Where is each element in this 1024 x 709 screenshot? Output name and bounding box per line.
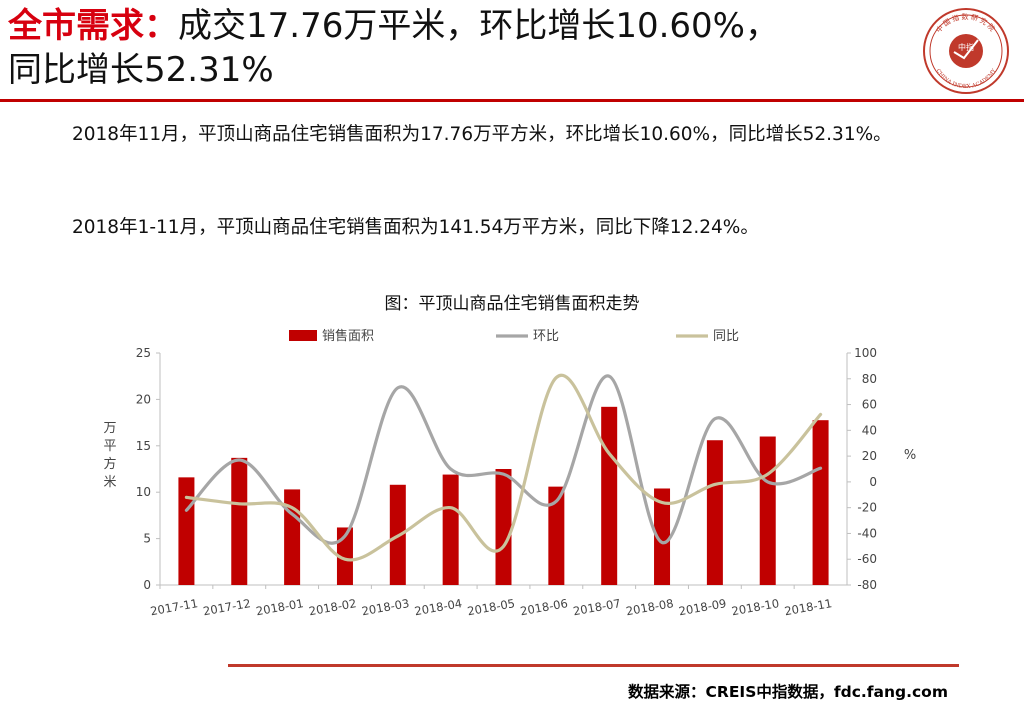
bar [548, 486, 565, 585]
page-title: 全市需求：成交17.76万平米，环比增长10.60%， 同比增长52.31% [8, 4, 913, 92]
x-tick-label: 2018-09 [678, 596, 728, 618]
right-tick-label: 100 [854, 346, 877, 360]
x-tick-label: 2018-04 [413, 596, 463, 618]
right-tick-label: -20 [857, 501, 877, 515]
bar [178, 477, 195, 585]
right-tick-label: 80 [862, 372, 877, 386]
x-tick-label: 2018-06 [519, 596, 569, 618]
title-line2: 同比增长52.31% [8, 50, 274, 90]
left-tick-label: 25 [136, 346, 151, 360]
y-axis-label-char: 万 [103, 421, 116, 436]
logo-center-text: 中指 [958, 42, 974, 52]
left-tick-label: 0 [143, 578, 151, 592]
legend-mom-label: 环比 [533, 329, 559, 344]
x-tick-label: 2018-07 [572, 596, 622, 618]
left-tick-label: 10 [136, 485, 151, 499]
sales-area-chart: 0 5 10 15 20 25 -80 -60 -40 -20 0 20 40 60 80 100 万平方米% 2… [103, 328, 916, 618]
legend-sales-area-swatch [289, 330, 317, 341]
right-tick-label: 60 [862, 398, 877, 412]
title-line1: 成交17.76万平米，环比增长10.60%， [178, 6, 779, 46]
bar [759, 436, 776, 585]
left-tick-label: 5 [143, 532, 151, 546]
right-tick-label: 40 [862, 423, 877, 437]
bar [601, 406, 618, 585]
paragraph-monthly: 2018年11月，平顶山商品住宅销售面积为17.76万平方米，环比增长10.60… [72, 124, 892, 145]
y2-axis-label: % [904, 448, 916, 463]
chart-title: 图：平顶山商品住宅销售面积走势 [384, 294, 640, 314]
x-tick-label: 2018-05 [466, 596, 516, 618]
x-tick-label: 2018-01 [255, 596, 305, 618]
x-tick-label: 2018-02 [308, 596, 358, 618]
y-axis-label-char: 平 [103, 439, 116, 454]
x-tick-label: 2018-10 [730, 596, 780, 618]
legend-yoy-label: 同比 [713, 329, 739, 344]
x-tick-label: 2018-03 [361, 596, 411, 618]
x-tick-label: 2017-11 [149, 596, 199, 618]
right-tick-label: -40 [857, 526, 877, 540]
right-tick-label: 0 [869, 475, 877, 489]
bar [495, 469, 512, 585]
bar [284, 489, 301, 585]
right-tick-label: -60 [857, 552, 877, 566]
paragraph-ytd: 2018年1-11月，平顶山商品住宅销售面积为141.54万平方米，同比下降12… [72, 217, 759, 238]
bar [812, 420, 829, 585]
x-tick-label: 2018-11 [783, 596, 833, 618]
bar [231, 457, 248, 585]
y-axis-label-char: 米 [103, 475, 116, 490]
x-tick-label: 2017-12 [202, 596, 252, 618]
footer-divider [228, 664, 959, 667]
bar [654, 488, 671, 585]
china-index-academy-seal-icon: 中指 中国指数研究院 CHINA INDEX ACADEMY [923, 8, 1009, 94]
legend-sales-area-label: 销售面积 [322, 328, 374, 344]
mom-line [184, 374, 823, 545]
bar [706, 440, 723, 585]
left-tick-label: 20 [136, 392, 151, 406]
left-tick-label: 15 [136, 439, 151, 453]
y-axis-label-char: 方 [103, 456, 116, 472]
right-tick-label: 20 [862, 449, 877, 463]
right-tick-label: -80 [857, 578, 877, 592]
title-keyword: 全市需求： [8, 6, 178, 46]
data-source: 数据来源：CREIS中指数据，fdc.fang.com [628, 683, 948, 701]
title-divider [0, 99, 1024, 102]
bar [442, 474, 459, 585]
x-tick-label: 2018-08 [625, 596, 675, 618]
yoy-line [184, 373, 823, 562]
